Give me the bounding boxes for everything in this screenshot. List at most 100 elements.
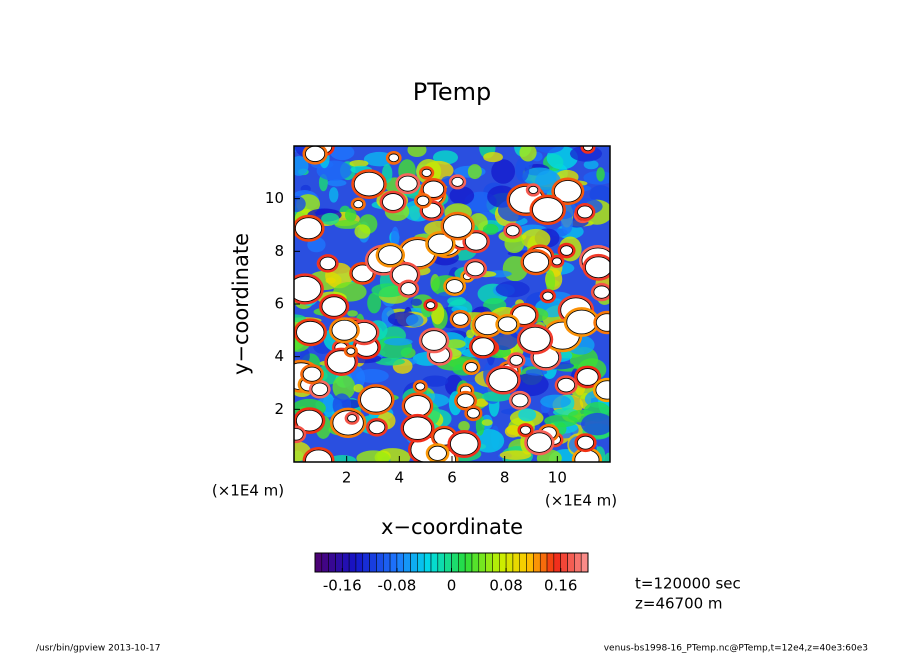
field-texture bbox=[495, 280, 530, 298]
field-cloud bbox=[368, 420, 386, 435]
field-cloud bbox=[488, 368, 519, 392]
y-tick-label: 4 bbox=[274, 347, 284, 365]
colorbar-cell bbox=[335, 552, 343, 573]
colorbar-cell bbox=[526, 552, 534, 573]
field-cloud bbox=[353, 171, 385, 197]
field-cloud bbox=[451, 176, 464, 187]
field-cloud bbox=[557, 377, 576, 393]
field-cloud bbox=[528, 185, 539, 194]
field-texture bbox=[504, 425, 522, 438]
field-texture bbox=[354, 224, 371, 239]
colorbar-cell bbox=[464, 552, 473, 573]
colorbar-tick-label: -0.08 bbox=[377, 577, 416, 595]
field-texture bbox=[299, 348, 310, 364]
colorbar-cell bbox=[376, 552, 384, 573]
colorbar-tick-label: -0.16 bbox=[323, 577, 362, 595]
colorbar-cell bbox=[369, 552, 377, 573]
field-cloud bbox=[532, 197, 564, 223]
colorbar-cell bbox=[505, 552, 514, 573]
colorbar-cell bbox=[430, 552, 439, 573]
colorbar-cell bbox=[471, 552, 480, 573]
colorbar-cell bbox=[362, 552, 370, 573]
field-texture bbox=[444, 339, 466, 349]
field-texture bbox=[522, 167, 557, 186]
field-cloud bbox=[445, 279, 464, 294]
field-cloud bbox=[542, 291, 554, 301]
field-texture bbox=[458, 420, 470, 432]
field-cloud bbox=[497, 316, 518, 333]
field-cloud bbox=[466, 408, 480, 419]
field-cloud bbox=[351, 264, 374, 283]
field-cloud bbox=[353, 200, 364, 209]
field-cloud bbox=[422, 180, 445, 198]
field-texture bbox=[353, 384, 364, 393]
field-cloud bbox=[560, 245, 573, 256]
field-cloud bbox=[552, 257, 562, 266]
field-cloud bbox=[443, 214, 473, 238]
colorbar-cell bbox=[546, 552, 555, 573]
field-texture bbox=[525, 368, 548, 376]
field-cloud bbox=[577, 435, 595, 450]
field-cloud bbox=[505, 225, 520, 237]
field-texture bbox=[294, 195, 306, 213]
field-texture bbox=[371, 283, 406, 298]
field-texture bbox=[499, 450, 532, 460]
field-cloud bbox=[452, 312, 469, 326]
field-cloud bbox=[421, 168, 432, 177]
colorbar-cell bbox=[348, 552, 357, 573]
colorbar-cell bbox=[478, 552, 486, 573]
x-tick-label: 2 bbox=[342, 469, 352, 487]
field-cloud bbox=[404, 395, 431, 417]
field-texture bbox=[512, 373, 549, 397]
colorbar-cell bbox=[499, 552, 507, 573]
field-cloud bbox=[526, 432, 552, 453]
field-cloud bbox=[566, 309, 597, 335]
field-cloud bbox=[296, 320, 325, 344]
colorbar-cell bbox=[512, 552, 520, 573]
colorbar-cell bbox=[383, 552, 391, 573]
field-texture bbox=[603, 452, 610, 462]
field-texture bbox=[519, 146, 537, 162]
field-cloud bbox=[425, 301, 436, 309]
colorbar-cell bbox=[355, 552, 364, 573]
field-texture bbox=[407, 146, 427, 158]
field-cloud bbox=[466, 261, 485, 277]
field-cloud bbox=[311, 382, 329, 396]
x-unit-label: (×1E4 m) bbox=[212, 482, 284, 500]
colorbar-cell bbox=[553, 552, 561, 573]
field-cloud bbox=[347, 414, 357, 423]
field-cloud bbox=[522, 251, 550, 273]
x-tick-label: 8 bbox=[500, 469, 510, 487]
field-cloud bbox=[450, 432, 479, 456]
field-cloud bbox=[388, 153, 399, 163]
field-texture bbox=[383, 337, 413, 346]
y-tick-label: 8 bbox=[274, 242, 284, 260]
x-tick-label: 4 bbox=[395, 469, 405, 487]
field-cloud bbox=[583, 146, 593, 152]
colorbar-cell bbox=[560, 552, 568, 573]
annotation: z=46700 m bbox=[635, 595, 723, 613]
y-tick-label: 10 bbox=[265, 189, 284, 207]
colorbar-cell bbox=[342, 552, 350, 573]
field-texture bbox=[367, 292, 382, 314]
colorbar-cell bbox=[492, 552, 500, 573]
colorbar-cell bbox=[533, 552, 541, 573]
field-cloud bbox=[593, 285, 610, 299]
colorbar: -0.16 -0.08 0 0.08 0.16 bbox=[314, 552, 589, 595]
field-cloud bbox=[511, 393, 529, 408]
field-texture bbox=[521, 228, 551, 250]
colorbar-cell bbox=[437, 552, 445, 573]
field-cloud bbox=[305, 146, 326, 162]
field-cloud bbox=[519, 326, 551, 352]
field-texture bbox=[518, 408, 537, 422]
colorbar-cell bbox=[314, 552, 323, 573]
field-cloud bbox=[595, 313, 610, 332]
field-texture bbox=[422, 375, 449, 387]
field-cloud bbox=[465, 362, 478, 373]
field-texture bbox=[583, 160, 599, 170]
field bbox=[294, 146, 610, 462]
field-texture bbox=[334, 219, 362, 229]
colorbar-cell bbox=[417, 552, 425, 573]
field-cloud bbox=[319, 256, 337, 271]
